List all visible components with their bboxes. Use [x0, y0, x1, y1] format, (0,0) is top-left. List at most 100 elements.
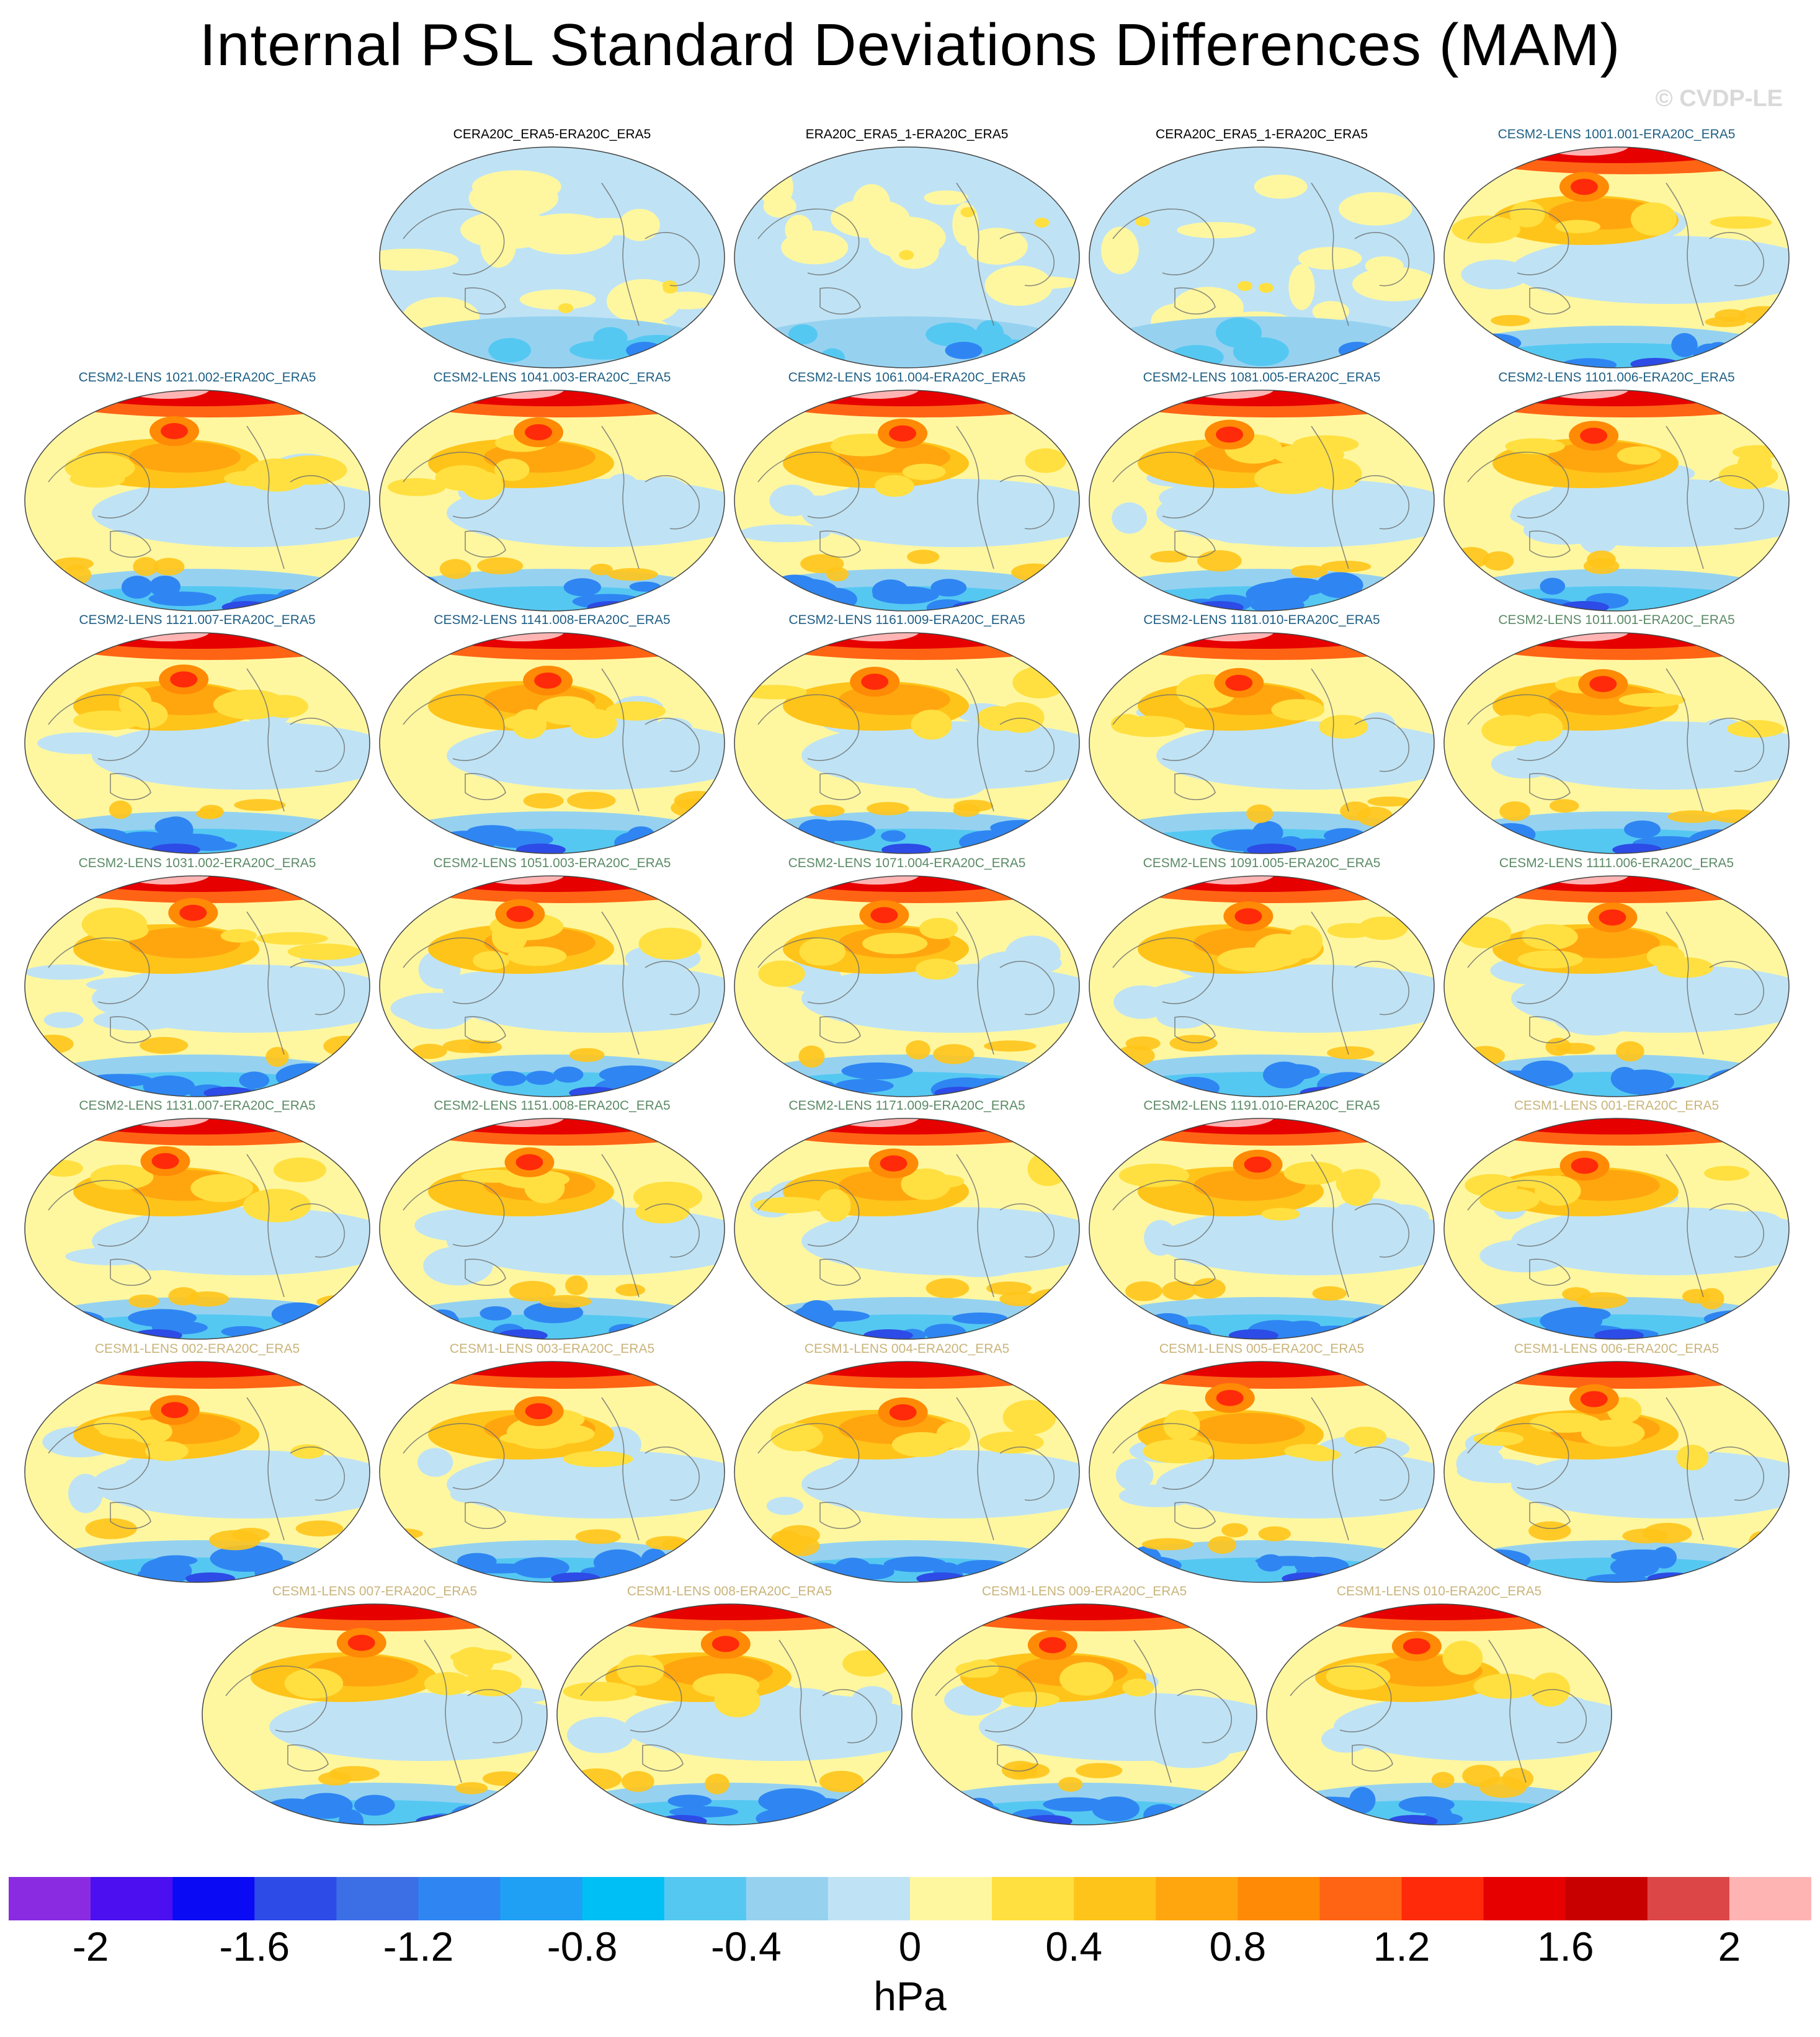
global-map	[1443, 632, 1790, 854]
map-panel: CESM1-LENS 007-ERA20C_ERA5	[197, 1584, 552, 1827]
global-map	[1443, 1361, 1790, 1583]
global-map	[24, 1361, 370, 1583]
panel-title: CESM1-LENS 004-ERA20C_ERA5	[804, 1342, 1010, 1356]
map-panel: CESM2-LENS 1051.003-ERA20C_ERA5	[375, 856, 729, 1099]
colorbar-tick-label: 0	[898, 1923, 922, 1969]
panel-title: CESM2-LENS 1081.005-ERA20C_ERA5	[1143, 370, 1381, 385]
global-map	[1089, 1118, 1435, 1340]
map-panel: CESM1-LENS 003-ERA20C_ERA5	[375, 1342, 729, 1585]
panel-title: CERA20C_ERA5_1-ERA20C_ERA5	[1156, 127, 1368, 141]
panel-title: CESM1-LENS 007-ERA20C_ERA5	[272, 1584, 478, 1598]
map-panel-grid: CERA20C_ERA5-ERA20C_ERA5 ERA20C_ERA5_1-ER…	[20, 127, 1794, 1827]
map-panel: CESM2-LENS 1181.010-ERA20C_ERA5	[1084, 613, 1439, 856]
colorbar-tick-label: -1.6	[219, 1923, 290, 1969]
panel-title: CESM2-LENS 1151.008-ERA20C_ERA5	[434, 1099, 671, 1113]
colorbar-swatch	[664, 1877, 747, 1920]
global-map	[379, 146, 725, 368]
panel-title: CESM1-LENS 002-ERA20C_ERA5	[94, 1342, 300, 1356]
map-panel: CESM2-LENS 1121.007-ERA20C_ERA5	[20, 613, 375, 856]
map-panel: CESM2-LENS 1101.006-ERA20C_ERA5	[1439, 370, 1794, 613]
colorbar-swatch	[1401, 1877, 1484, 1920]
global-map	[1089, 390, 1435, 612]
global-map	[24, 632, 370, 854]
panel-title: CESM2-LENS 1101.006-ERA20C_ERA5	[1498, 370, 1735, 385]
colorbar-tick-label: -2	[72, 1923, 109, 1969]
global-map	[734, 1118, 1080, 1340]
panel-title: CERA20C_ERA5-ERA20C_ERA5	[453, 127, 651, 141]
colorbar-swatch	[91, 1877, 173, 1920]
colorbar-tick-labels: -2 -1.6 -1.2 -0.8 -0.4 0 0.4 0.8 1.2 1.6 2	[0, 1923, 1820, 1972]
global-map	[379, 390, 725, 612]
map-panel: CESM1-LENS 005-ERA20C_ERA5	[1084, 1342, 1439, 1585]
colorbar-swatch	[1238, 1877, 1320, 1920]
map-panel: CESM1-LENS 009-ERA20C_ERA5	[907, 1584, 1262, 1827]
global-map	[734, 632, 1080, 854]
global-map	[734, 1361, 1080, 1583]
map-panel: CESM1-LENS 010-ERA20C_ERA5	[1262, 1584, 1617, 1827]
panel-title: CESM2-LENS 1111.006-ERA20C_ERA5	[1499, 856, 1734, 870]
map-panel: CESM1-LENS 006-ERA20C_ERA5	[1439, 1342, 1794, 1585]
colorbar-swatch	[9, 1877, 91, 1920]
map-panel: CESM2-LENS 1131.007-ERA20C_ERA5	[20, 1099, 375, 1342]
colorbar-tick-label: -0.8	[546, 1923, 618, 1969]
global-map	[1089, 632, 1435, 854]
map-panel: CESM2-LENS 1031.002-ERA20C_ERA5	[20, 856, 375, 1099]
colorbar-tick-label: 1.2	[1373, 1923, 1430, 1969]
map-panel: CESM2-LENS 1111.006-ERA20C_ERA5	[1439, 856, 1794, 1099]
global-map	[379, 875, 725, 1097]
global-map	[1266, 1603, 1612, 1825]
panel-title: CESM1-LENS 005-ERA20C_ERA5	[1159, 1342, 1365, 1356]
global-map	[24, 1118, 370, 1340]
panel-title: CESM2-LENS 1021.002-ERA20C_ERA5	[78, 370, 316, 385]
panel-title: CESM2-LENS 1161.009-ERA20C_ERA5	[788, 613, 1025, 627]
colorbar-swatch	[1074, 1877, 1156, 1920]
panel-title: CESM2-LENS 1131.007-ERA20C_ERA5	[79, 1099, 316, 1113]
colorbar-swatch	[1565, 1877, 1648, 1920]
map-panel: CESM1-LENS 004-ERA20C_ERA5	[729, 1342, 1084, 1585]
panel-title: CESM2-LENS 1171.009-ERA20C_ERA5	[788, 1099, 1025, 1113]
map-panel: CESM2-LENS 1151.008-ERA20C_ERA5	[375, 1099, 729, 1342]
colorbar-tick-label: 1.6	[1537, 1923, 1594, 1969]
colorbar	[9, 1877, 1811, 1920]
global-map	[1089, 875, 1435, 1097]
panel-title: CESM1-LENS 003-ERA20C_ERA5	[449, 1342, 655, 1356]
panel-title: CESM2-LENS 1091.005-ERA20C_ERA5	[1143, 856, 1381, 870]
colorbar-swatch	[1156, 1877, 1238, 1920]
colorbar-swatch	[254, 1877, 337, 1920]
map-panel: CESM2-LENS 1141.008-ERA20C_ERA5	[375, 613, 729, 856]
colorbar-swatch	[746, 1877, 829, 1920]
map-panel: CESM2-LENS 1171.009-ERA20C_ERA5	[729, 1099, 1084, 1342]
panel-title: CESM2-LENS 1031.002-ERA20C_ERA5	[78, 856, 316, 870]
global-map	[734, 875, 1080, 1097]
colorbar-tick-label: 0.4	[1045, 1923, 1103, 1969]
global-map	[911, 1603, 1257, 1825]
global-map	[734, 146, 1080, 368]
map-panel: CESM2-LENS 1071.004-ERA20C_ERA5	[729, 856, 1084, 1099]
panel-title: CESM2-LENS 1071.004-ERA20C_ERA5	[788, 856, 1026, 870]
colorbar-swatch	[500, 1877, 583, 1920]
colorbar-swatch	[172, 1877, 255, 1920]
map-panel: CESM1-LENS 001-ERA20C_ERA5	[1439, 1099, 1794, 1342]
map-panel: CESM2-LENS 1041.003-ERA20C_ERA5	[375, 370, 729, 613]
colorbar-tick-label: -1.2	[383, 1923, 454, 1969]
panel-title: CESM2-LENS 1191.010-ERA20C_ERA5	[1143, 1099, 1380, 1113]
panel-title: CESM2-LENS 1061.004-ERA20C_ERA5	[788, 370, 1026, 385]
page-title: Internal PSL Standard Deviations Differe…	[199, 12, 1621, 78]
panel-title: CESM1-LENS 009-ERA20C_ERA5	[981, 1584, 1187, 1598]
map-panel: CESM2-LENS 1091.005-ERA20C_ERA5	[1084, 856, 1439, 1099]
global-map	[24, 390, 370, 612]
panel-title: CESM2-LENS 1181.010-ERA20C_ERA5	[1143, 613, 1380, 627]
panel-title: CESM2-LENS 1011.001-ERA20C_ERA5	[1498, 613, 1735, 627]
global-map	[379, 632, 725, 854]
map-panel: CERA20C_ERA5-ERA20C_ERA5	[375, 127, 729, 370]
map-panel: ERA20C_ERA5_1-ERA20C_ERA5	[729, 127, 1084, 370]
map-panel: CESM2-LENS 1191.010-ERA20C_ERA5	[1084, 1099, 1439, 1342]
colorbar-tick-label: -0.4	[710, 1923, 782, 1969]
map-panel: CESM1-LENS 008-ERA20C_ERA5	[552, 1584, 907, 1827]
map-panel: CESM2-LENS 1011.001-ERA20C_ERA5	[1439, 613, 1794, 856]
global-map	[1443, 1118, 1790, 1340]
global-map	[1443, 875, 1790, 1097]
panel-title: CESM1-LENS 008-ERA20C_ERA5	[627, 1584, 832, 1598]
colorbar-swatch	[418, 1877, 501, 1920]
panel-title: ERA20C_ERA5_1-ERA20C_ERA5	[805, 127, 1009, 141]
